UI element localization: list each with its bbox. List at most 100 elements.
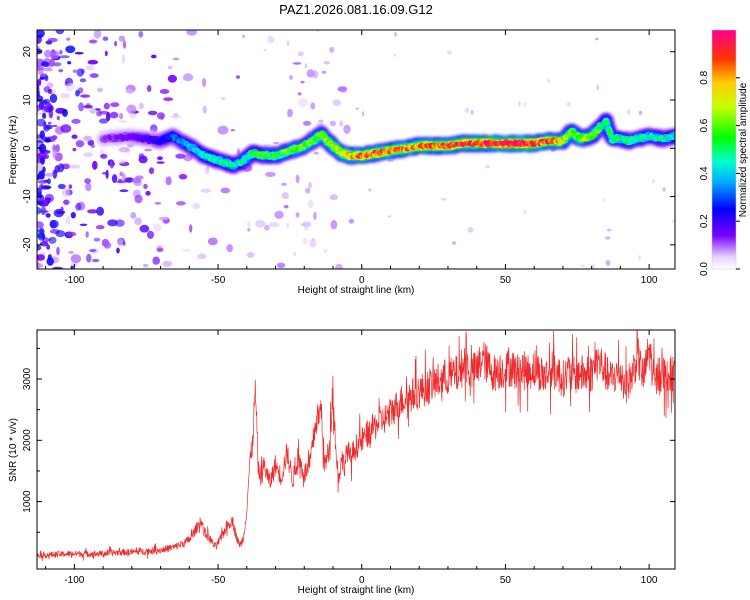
noise-speckle [152,256,160,265]
noise-speckle [85,183,92,192]
noise-speckle [86,65,95,71]
noise-speckle [39,143,47,154]
noise-speckle [63,199,70,205]
noise-speckle [182,73,194,82]
noise-speckle [86,253,92,263]
noise-speckle [89,107,96,114]
noise-speckle [103,242,112,249]
noise-speckle [39,184,45,190]
noise-speckle [111,162,115,166]
noise-speckle [452,241,456,245]
noise-speckle [189,224,193,233]
noise-speckle [110,102,120,108]
noise-speckle [151,54,157,59]
y-tick-label: 3000 [22,367,33,390]
noise-speckle [71,118,81,124]
noise-speckle [93,237,101,242]
noise-speckle [68,250,74,254]
noise-speckle [281,192,289,200]
noise-speckle [167,65,173,70]
ridge-band [95,112,675,174]
noise-speckle [37,95,44,102]
noise-speckle [107,219,118,227]
snr-frame [36,329,676,570]
noise-speckle [56,115,60,121]
noise-speckle [316,122,321,127]
noise-speckle [44,172,54,177]
noise-speckle [55,144,60,153]
noise-speckle [70,254,82,264]
noise-speckle [96,206,104,216]
noise-speckle [126,104,137,114]
noise-speckle [179,173,188,180]
noise-speckle [268,222,280,227]
noise-speckle [105,111,111,122]
noise-speckle [156,247,164,252]
noise-speckle [662,187,666,192]
noise-speckle [312,70,319,79]
chart-title: PAZ1.2026.081.16.09.G12 [279,2,433,17]
noise-speckle [242,34,245,39]
noise-speckle [88,39,98,44]
noise-speckle [134,217,142,226]
noise-speckle [65,82,75,92]
noise-speckle [295,174,300,184]
ridge-cell [604,121,610,126]
snr-series-line [37,330,675,562]
noise-speckle [156,161,165,164]
noise-speckle [339,120,343,127]
noise-speckle [387,159,394,162]
noise-speckle [60,124,72,133]
y-tick-label: 20 [22,46,33,58]
noise-speckle [394,31,397,37]
colorbar-label: Normalized spectral amplitude [738,82,749,217]
noise-speckle [143,183,148,190]
noise-speckle [152,223,162,232]
noise-speckle [77,87,84,94]
noise-speckle [122,172,126,183]
noise-speckle [56,246,60,256]
noise-speckle [45,124,53,130]
noise-speckle [37,104,41,112]
noise-speckle [332,99,342,107]
noise-speckle [90,144,95,148]
noise-speckle [217,125,229,135]
noise-speckle [340,90,347,93]
y-tick-label: -20 [22,237,33,252]
noise-speckle [111,174,118,184]
noise-speckle [38,263,43,267]
noise-speckle [75,140,85,148]
noise-speckle [200,188,212,193]
noise-speckle [323,61,331,65]
noise-speckle [48,236,57,244]
noise-speckle [104,50,108,57]
x-tick-label: -50 [211,575,226,586]
noise-speckle [607,228,612,232]
noise-speckle [230,129,235,132]
noise-speckle [66,231,77,237]
noise-speckle [37,254,45,261]
noise-speckle [37,180,49,184]
noise-speckle [147,85,152,92]
noise-speckle [287,108,293,118]
noise-speckle [297,98,308,108]
noise-speckle [300,80,305,84]
x-tick-label: 100 [641,275,658,286]
ridge-cell [606,128,612,133]
noise-speckle [83,135,92,142]
noise-speckle [116,247,120,254]
spectrogram-y-label: Frequency (Hz) [8,116,19,185]
noise-speckle [368,188,372,192]
noise-speckles [37,30,675,269]
noise-speckle [48,109,54,119]
noise-speckle [95,225,105,230]
spectrogram-frame [36,29,676,270]
spectrogram-x-label: Height of straight line (km) [298,285,415,296]
ridge-cell [672,133,675,139]
x-tick-label: 0 [359,275,365,286]
noise-speckle [265,171,276,178]
noise-speckle [313,151,319,155]
noise-speckle [58,55,70,59]
noise-speckle [57,183,66,190]
noise-speckle [61,187,71,197]
